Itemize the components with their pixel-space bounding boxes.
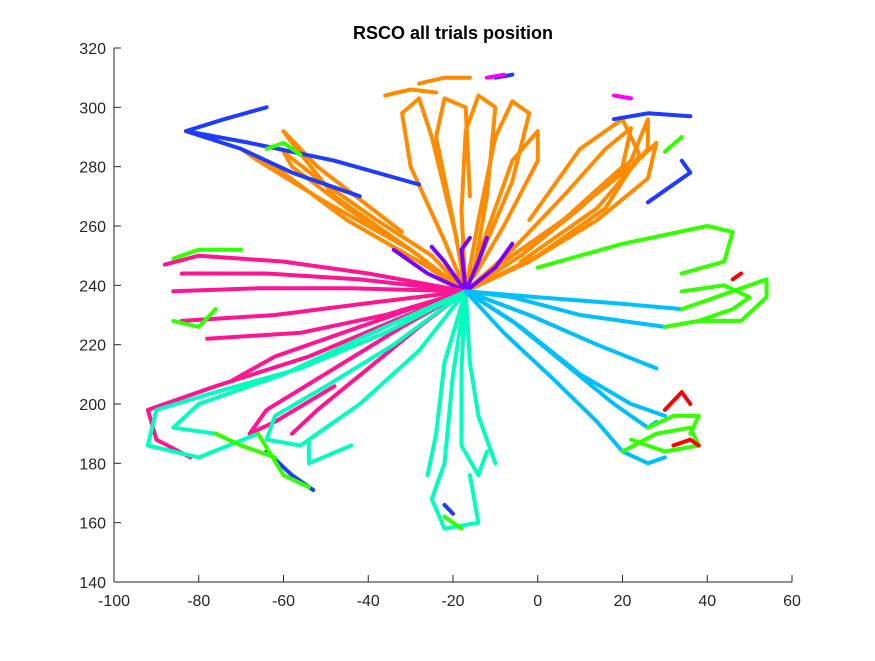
- trajectory-line-64: [484, 72, 506, 80]
- y-tick-label: 240: [79, 278, 106, 295]
- y-tick-label: 160: [79, 516, 106, 533]
- y-tick-label: 280: [79, 160, 106, 177]
- y-tick-label: 260: [79, 219, 106, 236]
- chart-title: RSCO all trials position: [353, 23, 553, 43]
- trajectory-line-49: [662, 283, 752, 329]
- trajectory-line-60: [662, 135, 684, 154]
- trajectory-line-0: [400, 96, 468, 294]
- trajectory-line-26: [162, 253, 468, 294]
- x-tick-label: 60: [783, 593, 801, 610]
- trajectory-line-42: [425, 289, 468, 478]
- x-tick-label: -60: [272, 593, 295, 610]
- trajectory-line-27: [179, 271, 468, 294]
- trajectory-line-41: [463, 289, 498, 466]
- trajectory-line-20: [442, 502, 455, 516]
- x-tick-label: -40: [357, 593, 380, 610]
- trajectory-line-53: [645, 413, 701, 436]
- x-tick-label: -80: [187, 593, 210, 610]
- trajectory-line-25: [463, 241, 515, 294]
- y-tick-label: 180: [79, 456, 106, 473]
- x-tick-label: -100: [98, 593, 130, 610]
- trajectory-line-36: [264, 289, 468, 448]
- trajectory-line-54: [171, 247, 244, 261]
- trajectory-line-28: [171, 286, 468, 294]
- trajectory-line-63: [730, 271, 744, 282]
- trajectory-line-29: [179, 289, 468, 323]
- trajectory-line-46: [463, 289, 667, 466]
- trajectory-line-13: [383, 87, 439, 98]
- trajectory-layer: [145, 72, 769, 531]
- y-tick-label: 320: [79, 41, 106, 58]
- trajectory-line-52: [620, 425, 701, 454]
- trajectory-line-61: [662, 390, 693, 412]
- trajectory-line-45: [463, 289, 667, 418]
- trajectory-line-50: [535, 224, 735, 276]
- trajectory-line-65: [612, 93, 633, 101]
- trajectory-line-21: [459, 235, 472, 294]
- trajectory-line-57: [256, 431, 311, 490]
- axes: -100 -80 -60 -40 -20 0 20 40 60 140 160 180 200 220 24…: [79, 41, 801, 610]
- trajectory-line-1: [434, 96, 472, 294]
- trajectory-line-38: [171, 289, 468, 436]
- x-tick-label: 20: [614, 593, 632, 610]
- trajectory-line-3: [463, 99, 532, 294]
- trajectory-line-40: [459, 289, 489, 478]
- trajectory-line-23: [429, 244, 468, 294]
- x-tick-label: -20: [441, 593, 464, 610]
- y-tick-label: 220: [79, 338, 106, 355]
- trajectory-line-62: [671, 437, 701, 448]
- trajectory-line-58: [442, 514, 464, 531]
- x-tick-label: 40: [698, 593, 716, 610]
- y-tick-label: 200: [79, 397, 106, 414]
- trajectory-line-35: [145, 289, 468, 460]
- trajectory-line-7: [281, 129, 468, 294]
- trajectory-line-16: [612, 111, 693, 122]
- trajectory-line-31: [145, 289, 468, 460]
- trajectory-line-11: [463, 117, 642, 294]
- trajectory-line-15: [184, 105, 269, 134]
- trajectory-line-9: [463, 117, 650, 294]
- trajectory-line-22: [463, 235, 489, 294]
- trajectory-line-18: [645, 158, 693, 205]
- y-tick-label: 140: [79, 575, 106, 592]
- trajectory-line-12: [417, 75, 472, 86]
- y-tick-label: 300: [79, 100, 106, 117]
- trajectory-line-39: [429, 289, 481, 531]
- trajectory-line-37: [306, 289, 468, 466]
- trajectory-line-5: [281, 149, 468, 294]
- trajectory-line-55: [171, 307, 218, 329]
- trajectory-line-51: [679, 277, 769, 323]
- trajectory-line-59: [264, 140, 303, 157]
- trajectory-line-48: [463, 289, 659, 371]
- trajectory-line-56: [213, 431, 277, 460]
- trajectory-line-47: [463, 289, 684, 312]
- trajectory-line-33: [230, 289, 468, 383]
- trajectory-line-2: [459, 93, 498, 294]
- trajectory-line-4: [463, 129, 540, 294]
- trajectory-line-24: [391, 247, 468, 294]
- x-tick-label: 0: [533, 593, 542, 610]
